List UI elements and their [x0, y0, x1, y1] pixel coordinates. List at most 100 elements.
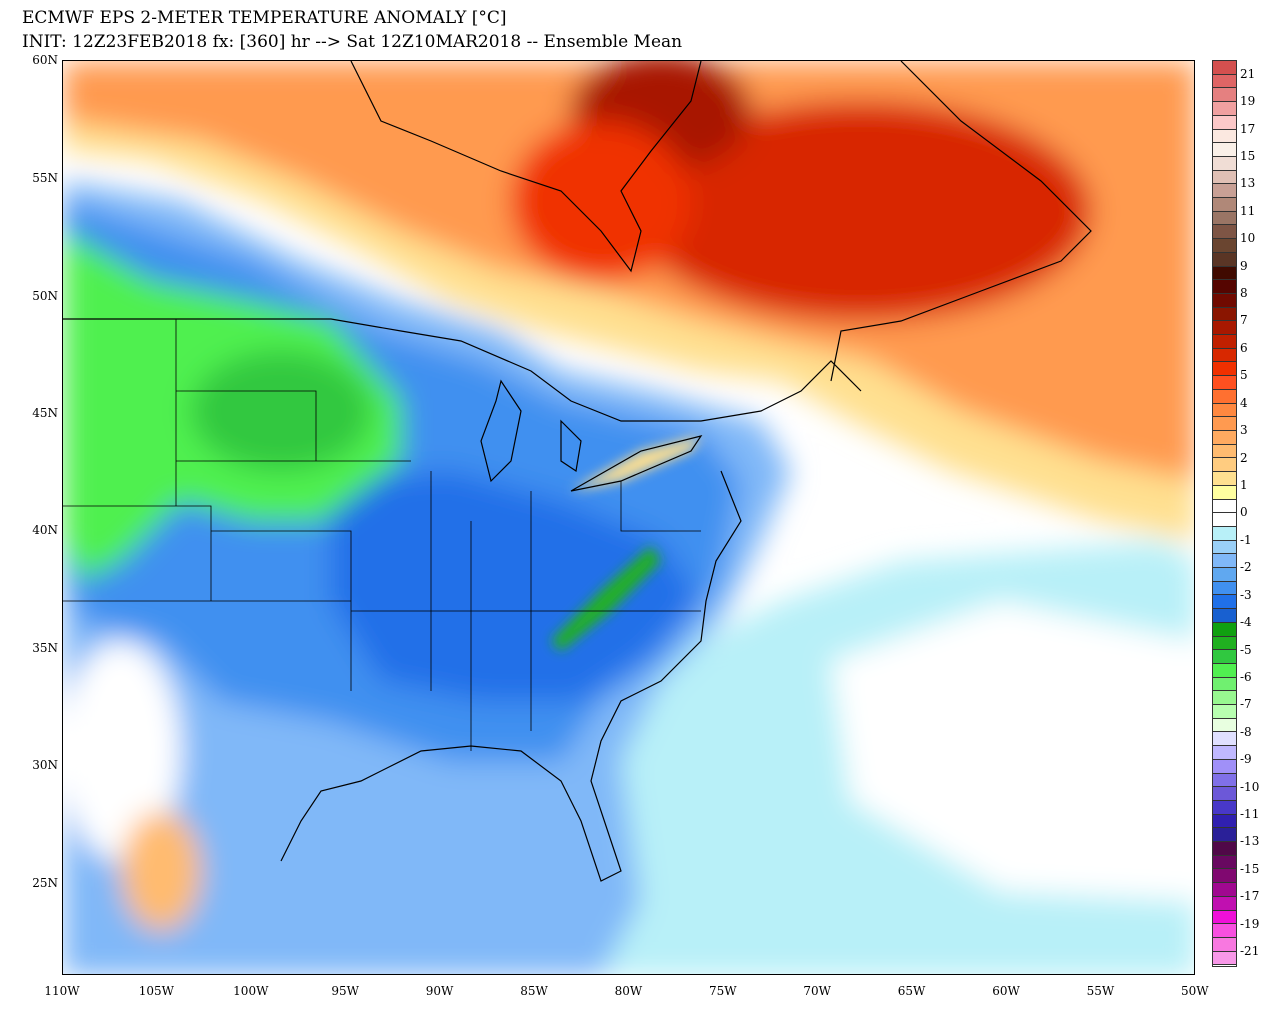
colorbar-swatch: [1213, 293, 1236, 308]
colorbar-swatch: [1213, 485, 1236, 500]
colorbar-swatch: [1213, 787, 1236, 801]
colorbar-swatch: [1213, 814, 1236, 829]
lon-label: 50W: [1180, 984, 1209, 998]
lon-label: 60W: [992, 984, 1020, 998]
colorbar-label: 3: [1240, 423, 1248, 438]
colorbar-label: -8: [1240, 724, 1252, 739]
colorbar-swatch: [1213, 513, 1236, 527]
colorbar-swatch: [1213, 307, 1236, 322]
colorbar-swatch: [1213, 691, 1236, 706]
lat-label: 25N: [32, 876, 58, 890]
colorbar-swatch: [1213, 198, 1236, 212]
colorbar-swatch: [1213, 800, 1236, 815]
colorbar-label: -19: [1240, 916, 1260, 931]
colorbar-label: -5: [1240, 642, 1252, 657]
colorbar-label: 8: [1240, 286, 1248, 301]
colorbar-label: -21: [1240, 944, 1260, 959]
colorbar-swatch: [1213, 389, 1236, 404]
cold-core-green: [191, 351, 371, 471]
lat-label: 60N: [32, 53, 58, 67]
colorbar-swatch: [1213, 746, 1236, 760]
colorbar-swatch: [1213, 472, 1236, 486]
lon-label: 90W: [425, 984, 454, 998]
state-lines: [63, 319, 701, 751]
colorbar-label: -17: [1240, 889, 1260, 904]
colorbar-label: 21: [1240, 66, 1256, 81]
colorbar-swatch: [1213, 266, 1236, 281]
ocean-neutral-area: [831, 601, 1194, 901]
lat-label: 55N: [32, 171, 58, 185]
lon-label: 75W: [708, 984, 737, 998]
colorbar-swatch: [1213, 417, 1236, 431]
colorbar-label: 0: [1240, 505, 1248, 520]
colorbar-swatch: [1213, 636, 1236, 651]
lat-label: 40N: [32, 523, 58, 537]
colorbar-swatch: [1213, 362, 1236, 377]
colorbar-swatch: [1213, 828, 1236, 843]
colorbar-swatch: [1213, 869, 1236, 884]
colorbar-swatch: [1213, 677, 1236, 692]
lon-label: 95W: [331, 984, 359, 998]
colorbar-label: -3: [1240, 587, 1252, 602]
temperature-anomaly-map: [62, 60, 1195, 975]
colorbar-swatch: [1213, 88, 1236, 103]
colorbar: [1212, 60, 1237, 967]
colorbar-label: -1: [1240, 532, 1252, 547]
colorbar-swatch: [1213, 568, 1236, 582]
cold-region-core: [331, 471, 701, 701]
colorbar-label: 15: [1240, 148, 1256, 163]
us-canada-border: [63, 318, 862, 422]
colorbar-swatch: [1213, 595, 1236, 610]
warm-core-hudson: [511, 121, 691, 281]
map-subtitle: INIT: 12Z23FEB2018 fx: [360] hr --> Sat …: [22, 32, 683, 52]
colorbar-label: -6: [1240, 669, 1252, 684]
colorbar-swatch: [1213, 842, 1236, 856]
lon-label: 55W: [1086, 984, 1115, 998]
colorbar-swatch: [1213, 951, 1236, 966]
labrador-coast: [830, 61, 1092, 382]
lat-label: 35N: [32, 641, 58, 655]
colorbar-label: 13: [1240, 176, 1256, 191]
colorbar-swatch: [1213, 663, 1236, 678]
colorbar-label: 4: [1240, 395, 1248, 410]
colorbar-label: 19: [1240, 94, 1256, 109]
colorbar-label: 17: [1240, 121, 1256, 136]
lat-label: 30N: [32, 758, 58, 772]
colorbar-swatch: [1213, 924, 1236, 938]
colorbar-label: 7: [1240, 313, 1248, 328]
colorbar-swatch: [1213, 883, 1236, 897]
colorbar-swatch: [1213, 718, 1236, 733]
colorbar-swatch: [1213, 280, 1236, 294]
colorbar-swatch: [1213, 321, 1236, 336]
colorbar-swatch: [1213, 759, 1236, 774]
colorbar-swatch: [1213, 156, 1236, 171]
colorbar-label: 9: [1240, 258, 1248, 273]
colorbar-swatch: [1213, 129, 1236, 144]
lon-label: 100W: [233, 984, 269, 998]
map-title: ECMWF EPS 2-METER TEMPERATURE ANOMALY [°…: [22, 8, 507, 28]
colorbar-swatch: [1213, 170, 1236, 185]
colorbar-swatch: [1213, 252, 1236, 267]
colorbar-swatch: [1213, 184, 1236, 199]
colorbar-swatch: [1213, 650, 1236, 664]
colorbar-label: -2: [1240, 560, 1252, 575]
lon-label: 80W: [614, 984, 643, 998]
great-lakes: [480, 379, 703, 492]
colorbar-swatch: [1213, 239, 1236, 253]
colorbar-label: 10: [1240, 231, 1256, 246]
anomaly-field: [63, 61, 1194, 974]
great-lakes-warm: [571, 436, 701, 491]
mexico-neutral: [63, 641, 181, 861]
lon-label: 110W: [44, 984, 80, 998]
colorbar-swatch: [1213, 622, 1236, 637]
colorbar-label: -9: [1240, 752, 1252, 767]
warm-core: [631, 101, 1091, 321]
lat-label: 45N: [32, 406, 58, 420]
colorbar-swatch: [1213, 499, 1236, 514]
colorbar-swatch: [1213, 403, 1236, 418]
coastline-east: [280, 470, 742, 882]
colorbar-label: -7: [1240, 697, 1252, 712]
colorbar-swatch: [1213, 526, 1236, 541]
colorbar-swatch: [1213, 348, 1236, 363]
colorbar-label: 5: [1240, 368, 1248, 383]
